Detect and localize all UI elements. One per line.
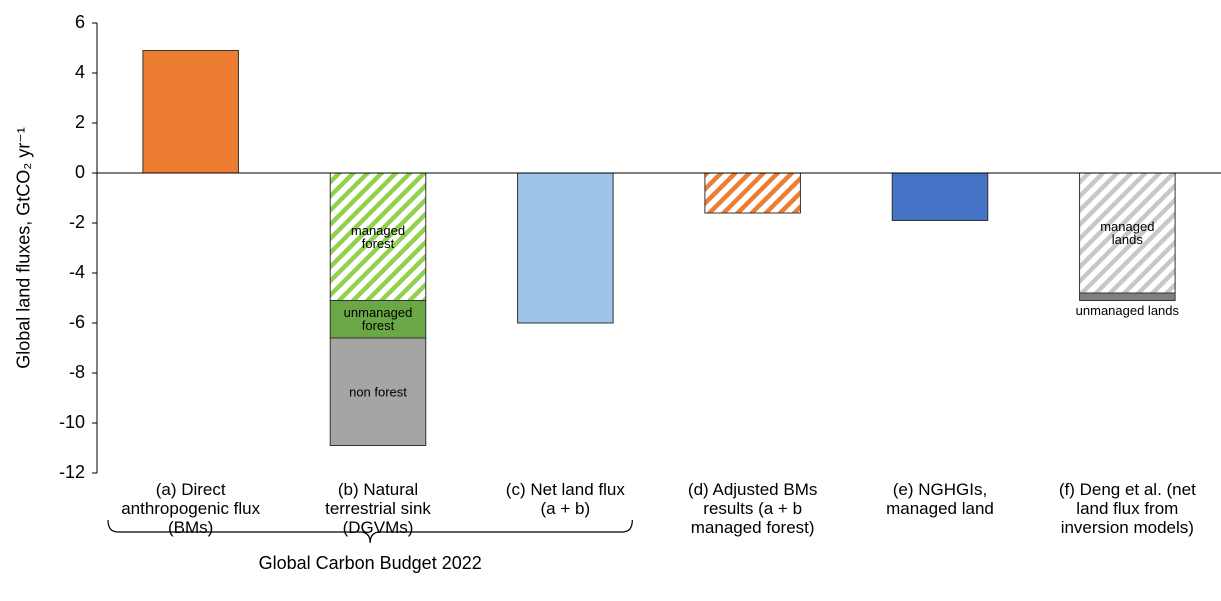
x-tick-label: (e) NGHGIs, managed land [886,480,994,518]
y-tick-label: -12 [59,462,85,482]
segment-label: unmanaged forest [343,305,413,334]
segment-label: managed lands [1100,219,1155,247]
y-tick-label: 0 [75,162,85,182]
group-bracket [107,519,633,544]
bar [329,300,427,339]
y-tick-label: -4 [69,262,85,282]
y-axis-label: Global land fluxes, GtCO₂ yr⁻¹ [13,127,34,369]
bar [329,337,427,446]
bar [142,50,239,174]
group-label: Global Carbon Budget 2022 [258,553,482,573]
y-tick-label: 6 [75,12,85,32]
x-tick-label: (b) Natural terrestrial sink (DGVMs) [325,480,431,537]
y-tick-label: -6 [69,312,85,332]
x-tick-label: (d) Adjusted BMs results (a + b managed … [687,480,818,537]
x-tick-label: (a) Direct anthropogenic flux (BMs) [121,480,261,537]
bar [329,172,427,301]
segment-label: managed forest [350,222,406,251]
y-tick-label: 4 [75,62,85,82]
bar [1079,292,1176,301]
x-tick-label: (f) Deng et al. (net land flux from inve… [1058,480,1196,537]
y-tick-label: 2 [75,112,85,132]
x-tick-label: (c) Net land flux (a + b) [505,480,625,518]
y-tick-label: -10 [59,412,85,432]
bar [517,172,614,324]
y-tick-label: -8 [69,362,85,382]
segment-label: non forest [349,384,407,400]
bar [1079,172,1176,294]
y-tick-label: -2 [69,212,85,232]
bar [704,172,801,214]
bar [891,172,989,221]
segment-label: unmanaged lands [1075,302,1180,318]
